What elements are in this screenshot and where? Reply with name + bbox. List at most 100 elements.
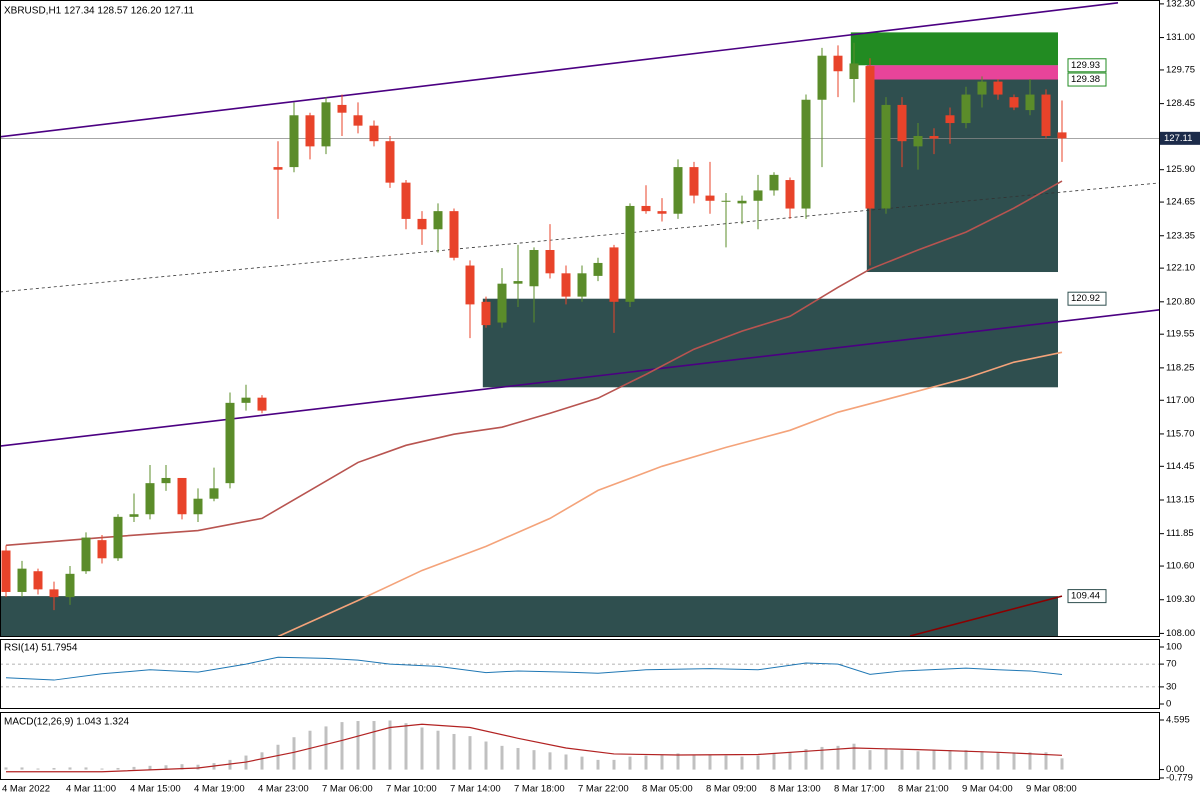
candle-body (929, 136, 939, 139)
candle-body (561, 273, 571, 297)
macd-bar (1012, 752, 1016, 770)
candle-body (1057, 132, 1067, 139)
x-tick-label: 9 Mar 04:00 (962, 784, 1013, 795)
indicator-line (909, 595, 1063, 636)
candle-body (897, 104, 907, 142)
x-tick-label: 8 Mar 13:00 (770, 784, 821, 795)
candle-body (577, 273, 587, 297)
candle-body (593, 262, 603, 276)
macd-bar (964, 750, 968, 770)
macd-bar (36, 768, 40, 770)
y-tick-label: 119.55 (1166, 329, 1194, 340)
indicator-line (0, 182, 1160, 293)
x-tick-label: 4 Mar 19:00 (194, 784, 245, 795)
macd-bar (500, 745, 504, 770)
x-tick-label: 4 Mar 11:00 (66, 784, 116, 795)
indicator-line (277, 351, 1063, 636)
candle-body (401, 182, 411, 219)
x-tick-label: 7 Mar 22:00 (578, 784, 629, 795)
macd-bar (852, 743, 856, 770)
macd-bar (356, 721, 360, 770)
candle-body (513, 281, 523, 284)
macd-bar (276, 744, 280, 770)
candle-body (353, 115, 363, 126)
macd-bar (660, 754, 664, 770)
indicator-line (5, 656, 1063, 681)
y-tick-label: 30 (1166, 681, 1177, 692)
macd-bar (196, 764, 200, 770)
y-tick-label: 118.25 (1166, 362, 1194, 373)
price-tag: 120.92 (1071, 293, 1100, 304)
indicator-line (0, 309, 1160, 447)
macd-bar (148, 765, 152, 770)
macd-bar (900, 750, 904, 770)
candle-body (49, 589, 59, 598)
candle-body (497, 283, 507, 323)
macd-bar (516, 748, 520, 770)
x-tick-label: 7 Mar 06:00 (322, 784, 373, 795)
price-tag: 129.93 (1071, 60, 1100, 71)
price-panel (0, 2, 1160, 636)
candle-body (993, 81, 1003, 95)
macd-frame (0, 712, 1160, 780)
candle-body (193, 498, 203, 515)
candle-body (113, 516, 123, 559)
macd-bar (404, 723, 408, 770)
macd-bar (916, 751, 920, 770)
macd-bar (340, 722, 344, 770)
y-tick-label: 115.70 (1166, 428, 1194, 439)
macd-bar (980, 751, 984, 770)
macd-bar (388, 720, 392, 770)
candle-body (737, 200, 747, 204)
macd-panel (4, 720, 1064, 773)
price-tag-box (1067, 72, 1107, 87)
candle-body (961, 94, 971, 124)
indicator-line (0, 2, 1119, 138)
candle-body (449, 211, 459, 258)
price-tag: 129.38 (1071, 74, 1100, 85)
macd-bar (132, 766, 136, 770)
macd-bar (788, 752, 792, 770)
macd-bar (116, 767, 120, 770)
macd-bar (452, 733, 456, 770)
candle-body (337, 104, 347, 113)
x-tick-label: 7 Mar 14:00 (450, 784, 501, 795)
y-tick-label: 122.10 (1166, 263, 1195, 274)
macd-bar (420, 727, 424, 770)
candle-body (65, 573, 75, 598)
chart-title: XBRUSD,H1 127.34 128.57 126.20 127.11 (4, 6, 194, 17)
candle-body (977, 81, 987, 95)
candle-body (1041, 94, 1051, 137)
candle-body (609, 247, 619, 302)
x-tick-label: 7 Mar 10:00 (386, 784, 437, 795)
candle-body (833, 55, 843, 72)
y-tick-label: 124.65 (1166, 197, 1195, 208)
x-tick-label: 4 Mar 23:00 (258, 784, 309, 795)
price-tag: 109.44 (1071, 591, 1100, 602)
zone (482, 298, 1058, 388)
x-tick-label: 4 Mar 2022 (2, 784, 50, 795)
macd-bar (676, 753, 680, 770)
macd-bar (548, 752, 552, 770)
macd-bar (724, 755, 728, 770)
macd-bar (1028, 752, 1032, 770)
y-tick-label: 132.30 (1166, 0, 1195, 9)
zone (850, 32, 1058, 66)
candle-body (769, 174, 779, 191)
macd-bar (100, 768, 104, 770)
macd-bar (692, 755, 696, 770)
zone (0, 596, 1059, 636)
macd-bar (580, 756, 584, 770)
macd-bar (484, 741, 488, 770)
current-price-box (1160, 131, 1200, 145)
candle-body (161, 477, 171, 484)
candle-body (273, 167, 283, 170)
candle-body (81, 537, 91, 572)
y-tick-label: 70 (1166, 659, 1177, 670)
macd-bar (308, 730, 312, 770)
candle-body (305, 115, 315, 147)
macd-bar (20, 767, 24, 770)
macd-bar (628, 756, 632, 770)
rsi-title: RSI(14) 51.7954 (4, 643, 78, 654)
candle-body (689, 167, 699, 196)
